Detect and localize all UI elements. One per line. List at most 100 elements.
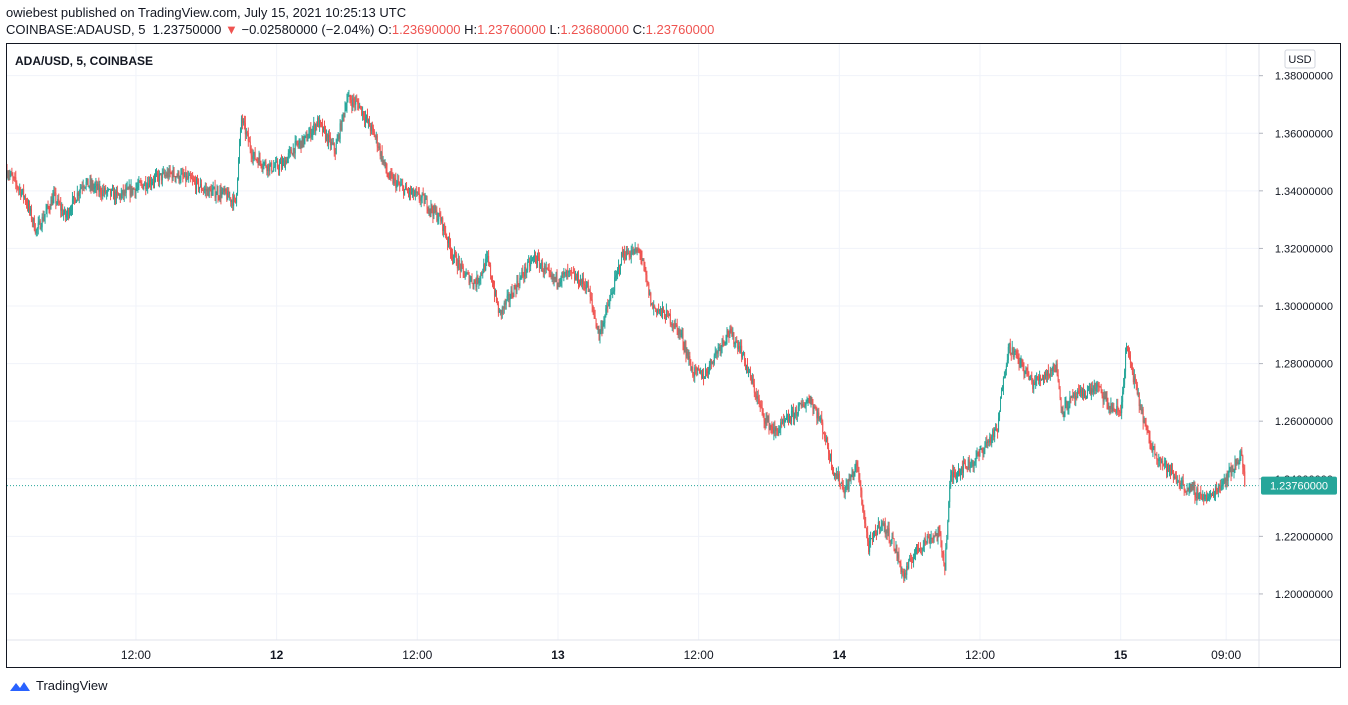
candle-body: [313, 123, 315, 129]
candle-body: [762, 408, 764, 415]
candle-body: [569, 270, 571, 272]
candle-body: [739, 346, 741, 352]
candle-body: [1220, 485, 1222, 491]
candle-body: [346, 100, 348, 109]
candle-body: [719, 347, 721, 351]
candle-body: [1023, 365, 1025, 374]
candle-body: [666, 310, 668, 312]
candle-body: [943, 553, 945, 563]
candle-body: [214, 186, 216, 198]
candlestick-chart[interactable]: 1.200000001.220000001.240000001.26000000…: [7, 44, 1340, 667]
candle-body: [250, 149, 252, 156]
candle-body: [669, 313, 671, 324]
candle-body: [823, 432, 825, 434]
candle-body: [434, 206, 436, 213]
candle-body: [14, 177, 16, 179]
candle-body: [965, 466, 967, 469]
candle-body: [566, 270, 568, 277]
candle-body: [1092, 389, 1094, 393]
chart-frame[interactable]: 1.200000001.220000001.240000001.26000000…: [6, 43, 1341, 668]
candle-body: [1230, 467, 1232, 476]
candle-body: [785, 420, 787, 422]
candle-body: [1011, 347, 1013, 355]
candle-body: [862, 504, 864, 511]
candle-body: [78, 192, 80, 197]
candle-body: [622, 251, 624, 256]
x-tick-label: 12:00: [121, 648, 151, 662]
candle-body: [425, 198, 427, 200]
candle-body: [383, 159, 385, 164]
candle-body: [320, 120, 322, 123]
candle-body: [1045, 373, 1047, 376]
candle-body: [792, 410, 794, 420]
candle-body: [634, 247, 636, 250]
candle-body: [381, 151, 383, 162]
candle-body: [101, 194, 103, 196]
candle-body: [331, 142, 333, 144]
candle-body: [136, 187, 138, 189]
candle-body: [406, 186, 408, 191]
candle-body: [558, 282, 560, 284]
candle-body: [48, 207, 50, 210]
symbol-label: COINBASE:ADAUSD, 5: [6, 22, 146, 37]
candle-body: [1075, 395, 1077, 400]
candle-body: [746, 365, 748, 369]
candle-body: [154, 175, 156, 177]
candle-body: [1208, 496, 1210, 499]
candle-body: [287, 153, 289, 158]
candle-body: [251, 155, 253, 159]
candle-body: [1121, 402, 1123, 414]
candle-body: [1219, 486, 1221, 491]
candle-body: [109, 188, 111, 190]
y-tick-label: 1.38000000: [1275, 71, 1333, 83]
candle-body: [221, 192, 223, 198]
candle-body: [486, 257, 488, 260]
candle-body: [376, 135, 378, 147]
y-tick-label: 1.30000000: [1275, 301, 1333, 313]
symbol-ohlc-line: COINBASE:ADAUSD, 5 1.23750000 ▼ −0.02580…: [6, 22, 714, 37]
candle-body: [1084, 393, 1086, 396]
x-tick-label: 12: [270, 648, 284, 662]
candle-body: [124, 190, 126, 194]
candle-body: [168, 169, 170, 178]
candle-body: [570, 270, 572, 272]
candle-body: [611, 292, 613, 295]
candle-body: [1223, 478, 1225, 482]
candle-body: [64, 209, 66, 214]
candle-body: [900, 563, 902, 572]
candle-body: [398, 180, 400, 185]
candle-body: [407, 190, 409, 192]
candle-body: [525, 266, 527, 274]
low-value: 1.23680000: [560, 22, 629, 37]
candle-body: [69, 210, 71, 213]
candle-body: [1185, 491, 1187, 493]
candle-body: [262, 166, 264, 168]
candle-body: [986, 442, 988, 444]
candle-body: [284, 160, 286, 168]
candle-body: [574, 272, 576, 280]
x-tick-label: 12:00: [965, 648, 995, 662]
candle-body: [113, 191, 115, 200]
candle-body: [273, 166, 275, 171]
candle-body: [657, 310, 659, 314]
candle-body: [720, 346, 722, 351]
candle-body: [495, 290, 497, 302]
candle-body: [551, 275, 553, 277]
candle-body: [683, 344, 685, 349]
candle-body: [880, 525, 882, 527]
candle-body: [1057, 374, 1059, 382]
candle-body: [297, 144, 299, 146]
candle-body: [1083, 388, 1085, 396]
candle-body: [554, 277, 556, 279]
candle-body: [796, 414, 798, 416]
candle-body: [903, 571, 905, 579]
currency-badge[interactable]: USD: [1284, 49, 1316, 69]
tradingview-logo[interactable]: TradingView: [8, 678, 108, 693]
candle-body: [203, 189, 205, 191]
candle-body: [996, 429, 998, 431]
candle-body: [879, 526, 881, 530]
candle-body: [693, 375, 695, 377]
candle-body: [777, 431, 779, 435]
candle-body: [526, 269, 528, 274]
candle-body: [159, 173, 161, 175]
